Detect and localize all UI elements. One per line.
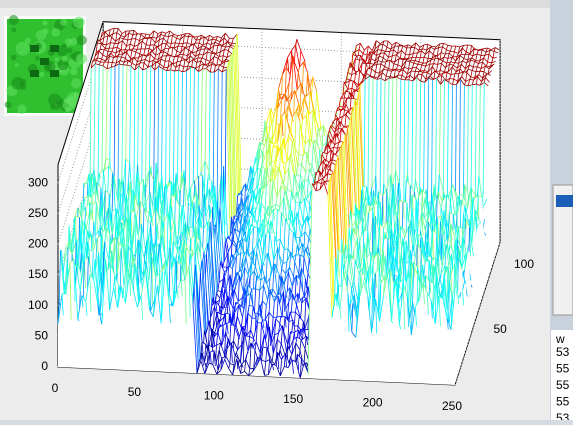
y-tick-label: 50 — [494, 322, 508, 336]
x-tick-label: 200 — [363, 396, 383, 410]
thumbnail-texture — [15, 63, 19, 67]
thumbnail-spot — [50, 45, 59, 52]
side-list-value: 55 — [556, 362, 570, 376]
x-tick-label: 0 — [52, 381, 59, 395]
thumbnail-texture — [11, 55, 17, 61]
y-tick-label: 100 — [514, 257, 534, 271]
thumbnail-texture — [76, 54, 87, 65]
side-list-value: 55 — [556, 395, 570, 409]
thumbnail-texture — [16, 42, 30, 56]
thumbnail-texture — [51, 28, 60, 37]
side-list-header: w — [555, 332, 565, 346]
thumbnail-texture — [71, 78, 81, 88]
thumbnail-texture — [9, 15, 19, 25]
thumbnail-texture — [77, 35, 87, 45]
thumbnail-texture — [17, 104, 27, 114]
side-dialog-title — [556, 195, 573, 207]
thumbnail-texture — [39, 72, 44, 77]
plot-area: 0 50 100 150 200 250 300 0 50 100 150 200 250 50 100 — [28, 22, 534, 413]
thumbnail-texture — [67, 48, 73, 54]
z-tick-label: 200 — [28, 237, 48, 251]
x-tick-label: 50 — [128, 385, 142, 399]
thumbnail-texture — [60, 19, 67, 26]
thumbnail-texture — [43, 28, 49, 34]
side-list-value: 53 — [556, 345, 570, 359]
thumbnail-texture — [70, 68, 78, 76]
z-tick-label: 100 — [28, 298, 48, 312]
side-list-value: 55 — [556, 378, 570, 392]
thumbnail-texture — [59, 100, 63, 104]
thumbnail-texture — [65, 107, 71, 113]
thumbnail-spot — [30, 70, 39, 77]
figure-top-bar — [0, 0, 550, 8]
thumbnail-texture — [20, 79, 26, 85]
thumbnail-spot — [50, 70, 59, 77]
x-tick-label: 250 — [442, 399, 462, 413]
thumbnail-spot — [40, 58, 49, 65]
thumbnail-texture — [12, 28, 17, 33]
z-tick-label: 0 — [41, 359, 48, 373]
thumbnail-texture — [42, 20, 47, 25]
side-list-value: 53 — [556, 411, 570, 420]
thumbnail-texture — [69, 38, 77, 46]
z-tick-label: 150 — [28, 267, 48, 281]
thumbnail-texture — [70, 53, 76, 59]
thumbnail-texture — [50, 104, 56, 110]
thumbnail — [4, 15, 87, 116]
z-tick-label: 300 — [28, 175, 48, 189]
z-tick-label: 50 — [35, 329, 49, 343]
thumbnail-texture — [73, 17, 85, 29]
x-tick-label: 150 — [283, 392, 303, 406]
z-tick-label: 250 — [28, 206, 48, 220]
thumbnail-texture — [54, 57, 59, 62]
thumbnail-texture — [35, 56, 40, 61]
x-tick-label: 100 — [204, 388, 224, 402]
thumbnail-spot — [30, 45, 39, 52]
thumbnail-texture — [5, 101, 12, 108]
